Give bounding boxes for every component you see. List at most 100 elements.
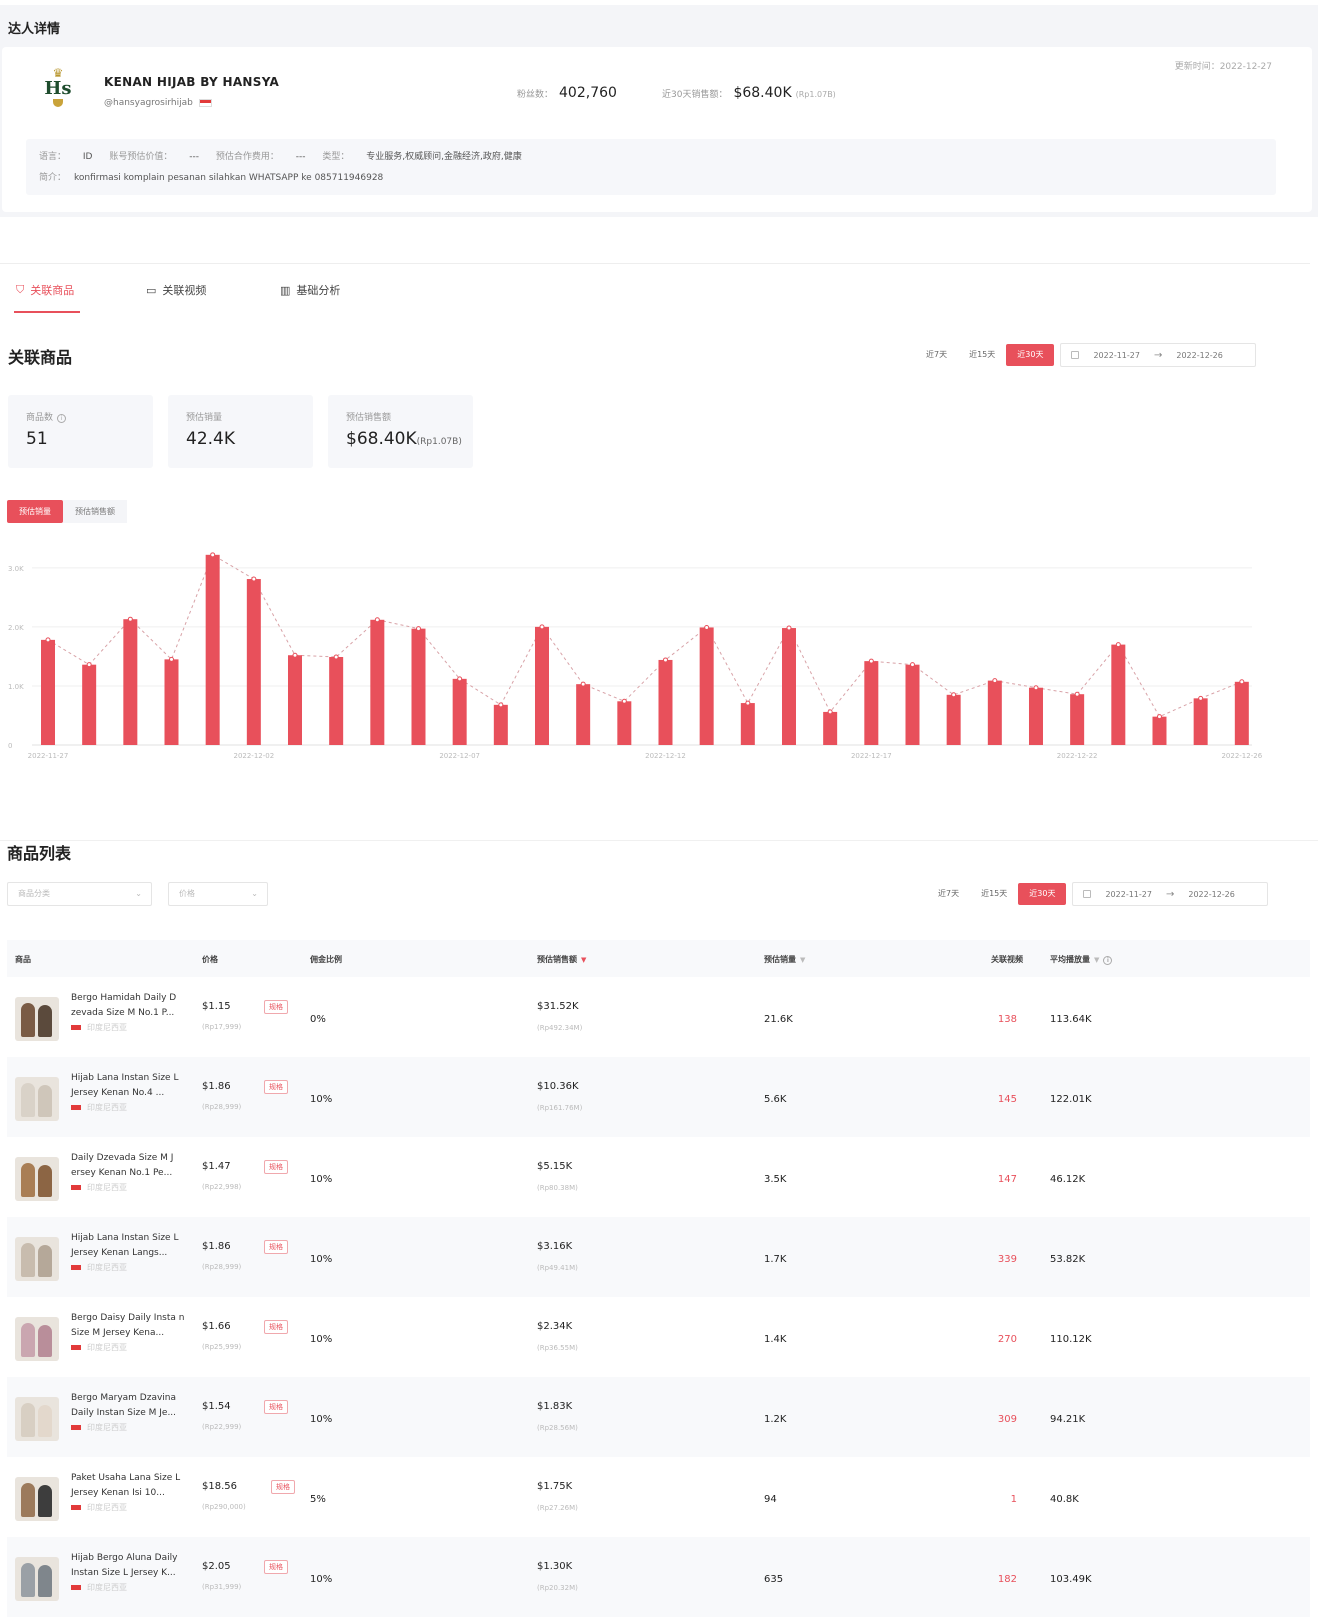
spec-button[interactable]: 规格: [264, 1320, 288, 1334]
table-row[interactable]: Daily Dzevada Size M J ersey Kenan No.1 …: [7, 1137, 1310, 1217]
x-tick-label: 2022-12-22: [1057, 752, 1098, 760]
product-price-idr: (Rp25,999): [202, 1343, 242, 1351]
related-videos-link[interactable]: 145: [997, 1094, 1017, 1105]
tab-related-videos[interactable]: ▭ 关联视频: [146, 283, 207, 298]
chart-bar: [370, 619, 385, 745]
product-thumbnail[interactable]: [15, 1077, 59, 1121]
info-icon[interactable]: i: [57, 414, 67, 423]
chart-point: [539, 624, 545, 630]
info-icon[interactable]: i: [1103, 956, 1113, 965]
product-name[interactable]: Hijab Lana Instan Size L Jersey Kenan No…: [71, 1073, 179, 1098]
spec-button[interactable]: 规格: [264, 1080, 288, 1094]
est-sales-qty: 21.6K: [764, 1014, 793, 1025]
chart-point: [827, 709, 833, 715]
range-7d-button[interactable]: 近7天: [926, 350, 948, 359]
arrow-right-icon: →: [1153, 349, 1163, 361]
spec-button[interactable]: 规格: [264, 1000, 288, 1014]
toggle-sales-amount[interactable]: 预估销售额: [63, 500, 127, 523]
sort-icon: ▼: [800, 956, 806, 964]
shop-name[interactable]: KENAN HIJAB BY HANSYA: [104, 75, 280, 89]
chart-point: [1156, 714, 1162, 720]
spec-button[interactable]: 规格: [264, 1560, 288, 1574]
table-row[interactable]: Hijab Lana Instan Size L Jersey Kenan No…: [7, 1057, 1310, 1137]
spec-button[interactable]: 规格: [271, 1480, 295, 1494]
product-name[interactable]: Hijab Lana Instan Size L Jersey Kenan La…: [71, 1233, 179, 1258]
col-price: 价格: [202, 955, 218, 964]
price-select[interactable]: 价格 ⌄: [168, 882, 268, 906]
date-range-picker[interactable]: 2022-11-27 → 2022-12-26: [1060, 343, 1257, 367]
col-videos: 关联视频: [991, 955, 1023, 964]
product-name[interactable]: Paket Usaha Lana Size L Jersey Kenan Isi…: [71, 1473, 181, 1498]
product-price-idr: (Rp17,999): [202, 1023, 242, 1031]
active-tab-indicator: [14, 311, 80, 313]
related-videos-link[interactable]: 147: [997, 1174, 1017, 1185]
related-videos-link[interactable]: 339: [997, 1254, 1017, 1265]
related-videos-link[interactable]: 138: [997, 1014, 1017, 1025]
avg-plays: 40.8K: [1050, 1494, 1079, 1505]
product-price-idr: (Rp28,999): [202, 1263, 242, 1271]
x-tick-label: 2022-12-02: [233, 752, 274, 760]
table-row[interactable]: Paket Usaha Lana Size L Jersey Kenan Isi…: [7, 1457, 1310, 1537]
product-thumbnail[interactable]: [15, 997, 59, 1041]
product-price: $2.05: [202, 1561, 231, 1572]
chart-bar: [1111, 644, 1126, 745]
col-avg-plays[interactable]: 平均播放量 ▼ i: [1050, 954, 1113, 965]
est-sales-amount-idr: (Rp20.32M): [537, 1584, 578, 1592]
y-tick-label: 2.0K: [8, 624, 24, 632]
product-thumbnail[interactable]: [15, 1477, 59, 1521]
est-sales-amount: $1.83K: [537, 1401, 573, 1412]
list-range-15d-button[interactable]: 近15天: [981, 889, 1008, 898]
range-30d-button[interactable]: 近30天: [1006, 344, 1055, 366]
chart-bar: [905, 664, 920, 745]
chart-bar: [246, 579, 261, 745]
daily-sales-chart: 0 1.0K 2.0K 3.0K 2022-11-27 2022-12-02 2022-12…: [8, 552, 1263, 760]
related-videos-link[interactable]: 1: [1010, 1494, 1017, 1505]
product-thumbnail[interactable]: [15, 1317, 59, 1361]
metric-est-sales-amount: 预估销售额 $68.40K(Rp1.07B): [328, 395, 473, 468]
spec-button[interactable]: 规格: [264, 1160, 288, 1174]
table-row[interactable]: Bergo Maryam Dzavina Daily Instan Size M…: [7, 1377, 1310, 1457]
spec-button[interactable]: 规格: [264, 1400, 288, 1414]
product-name[interactable]: Daily Dzevada Size M J ersey Kenan No.1 …: [71, 1153, 174, 1178]
product-name[interactable]: Hijab Bergo Aluna Daily Instan Size L Je…: [71, 1553, 178, 1578]
table-row[interactable]: Hijab Bergo Aluna Daily Instan Size L Je…: [7, 1537, 1310, 1617]
product-thumbnail[interactable]: [15, 1157, 59, 1201]
shop-handle: @hansyagrosirhijab: [104, 98, 212, 108]
x-tick-label: 2022-12-26: [1221, 752, 1262, 760]
col-sales-qty[interactable]: 预估销量 ▼: [764, 955, 806, 964]
chart-bar: [123, 619, 138, 745]
table-row[interactable]: Bergo Daisy Daily Insta n Size M Jersey …: [7, 1297, 1310, 1377]
commission-rate: 10%: [310, 1334, 333, 1345]
related-videos-link[interactable]: 182: [997, 1574, 1017, 1585]
chart-bar: [617, 701, 632, 745]
list-range-7d-button[interactable]: 近7天: [938, 889, 960, 898]
tab-basic-analysis[interactable]: ▥ 基础分析: [280, 283, 341, 298]
product-name[interactable]: Bergo Hamidah Daily D zevada Size M No.1…: [71, 993, 177, 1018]
chart-point: [704, 624, 710, 630]
product-name[interactable]: Bergo Daisy Daily Insta n Size M Jersey …: [71, 1313, 185, 1338]
sales30-stat: 近30天销售额： $68.40K (Rp1.07B): [662, 85, 836, 101]
toggle-sales-qty[interactable]: 预估销量: [7, 500, 63, 523]
trend-line: [47, 554, 1243, 718]
col-sales-amount[interactable]: 预估销售额 ▼: [537, 955, 587, 964]
product-thumbnail[interactable]: [15, 1557, 59, 1601]
product-name[interactable]: Bergo Maryam Dzavina Daily Instan Size M…: [71, 1393, 177, 1418]
product-thumbnail[interactable]: [15, 1237, 59, 1281]
indonesia-flag-icon: [71, 1345, 81, 1350]
product-thumbnail[interactable]: [15, 1397, 59, 1441]
shop-logo: ♛ Hs: [32, 67, 84, 123]
related-videos-link[interactable]: 270: [997, 1334, 1017, 1345]
tab-related-products[interactable]: ⛉ 关联商品: [16, 283, 75, 297]
spec-button[interactable]: 规格: [264, 1240, 288, 1254]
chart-bar: [1193, 698, 1208, 745]
related-videos-link[interactable]: 309: [997, 1414, 1017, 1425]
table-row[interactable]: Hijab Lana Instan Size L Jersey Kenan La…: [7, 1217, 1310, 1297]
list-range-30d-button[interactable]: 近30天: [1018, 883, 1067, 905]
list-date-range-picker[interactable]: 2022-11-27 → 2022-12-26: [1072, 882, 1269, 906]
table-row[interactable]: Bergo Hamidah Daily D zevada Size M No.1…: [7, 977, 1310, 1057]
range-15d-button[interactable]: 近15天: [969, 350, 996, 359]
product-price: $1.86: [202, 1081, 231, 1092]
category-select[interactable]: 商品分类 ⌄: [7, 882, 152, 906]
calendar-icon: [1083, 890, 1092, 898]
est-sales-amount-idr: (Rp161.76M): [537, 1104, 583, 1112]
